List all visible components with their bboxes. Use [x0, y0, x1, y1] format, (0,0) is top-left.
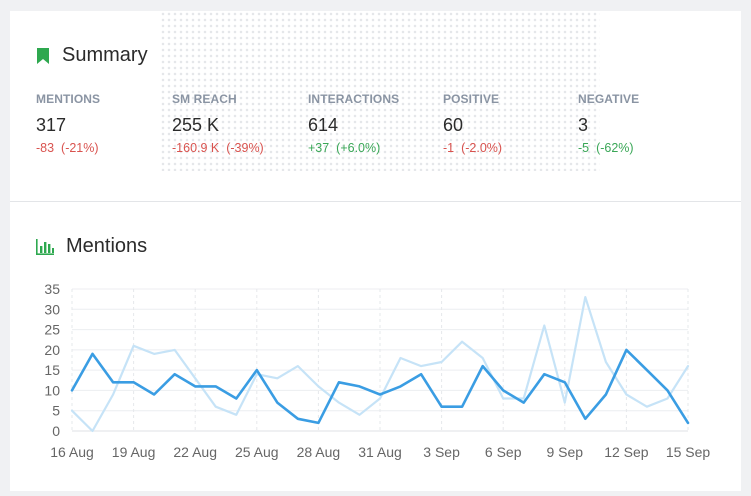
x-tick-label: 28 Aug	[297, 444, 341, 460]
metric-label: MENTIONS	[36, 92, 101, 106]
y-tick-label: 30	[44, 301, 60, 317]
dashboard-card: Summary MENTIONS 317 -83 (-21%) SM REACH…	[10, 11, 741, 491]
metric-delta: +37 (+6.0%)	[308, 141, 438, 155]
x-tick-label: 12 Sep	[604, 444, 649, 460]
y-tick-label: 20	[44, 342, 60, 358]
metric-label: NEGATIVE	[578, 92, 640, 106]
x-tick-label: 22 Aug	[173, 444, 217, 460]
y-tick-label: 15	[44, 362, 60, 378]
delta-abs: -160.9 K	[172, 141, 220, 155]
y-tick-label: 5	[52, 403, 60, 419]
y-tick-label: 10	[44, 382, 60, 398]
metric-value: 255 K	[172, 115, 220, 135]
series-line-current	[70, 348, 690, 425]
y-tick-label: 25	[44, 322, 60, 338]
metric-delta: -5 (-62%)	[578, 141, 708, 155]
delta-pct: (+6.0%)	[336, 141, 381, 155]
metric-mentions: MENTIONS 317 -83 (-21%)	[36, 92, 166, 155]
world-map-background	[160, 11, 600, 171]
metric-interactions: INTERACTIONS 614 +37 (+6.0%)	[308, 92, 438, 155]
mentions-section: Mentions 0 5 10 15 20 25 30 35 16 Aug 19 Aug 22 Au…	[10, 202, 741, 491]
metric-value: 317	[36, 115, 67, 135]
y-tick-label: 0	[52, 423, 60, 439]
summary-title: Summary	[62, 44, 148, 66]
delta-abs: -83	[36, 141, 55, 155]
bookmark-icon	[36, 47, 50, 64]
mentions-title: Mentions	[66, 235, 148, 257]
metric-label: INTERACTIONS	[308, 92, 400, 106]
metric-value: 3	[578, 115, 589, 135]
x-tick-label: 15 Sep	[666, 444, 711, 460]
metric-sm-reach: SM REACH 255 K -160.9 K (-39%)	[172, 92, 302, 155]
metric-label: SM REACH	[172, 92, 237, 106]
metric-value: 60	[443, 115, 464, 135]
mentions-chart: 0 5 10 15 20 25 30 35 16 Aug 19 Aug 22 Aug 25 Aug 28…	[44, 281, 711, 460]
metric-negative: NEGATIVE 3 -5 (-62%)	[578, 92, 708, 155]
metric-delta: -160.9 K (-39%)	[172, 141, 302, 155]
x-tick-label: 25 Aug	[235, 444, 279, 460]
x-tick-label: 31 Aug	[358, 444, 402, 460]
summary-section: Summary MENTIONS 317 -83 (-21%) SM REACH…	[10, 11, 741, 202]
y-tick-label: 35	[44, 281, 60, 297]
x-tick-label: 19 Aug	[112, 444, 156, 460]
delta-pct: (-21%)	[61, 141, 99, 155]
delta-abs: -5	[578, 141, 590, 155]
delta-pct: (-39%)	[226, 141, 264, 155]
summary-header: Summary	[36, 44, 148, 67]
x-tick-label: 6 Sep	[485, 444, 522, 460]
delta-pct: (-2.0%)	[461, 141, 503, 155]
x-tick-label: 3 Sep	[423, 444, 460, 460]
metric-label: POSITIVE	[443, 92, 500, 106]
metric-value: 614	[308, 115, 339, 135]
series-line-previous	[70, 295, 690, 433]
metric-delta: -1 (-2.0%)	[443, 141, 573, 155]
metric-delta: -83 (-21%)	[36, 141, 166, 155]
metric-positive: POSITIVE 60 -1 (-2.0%)	[443, 92, 573, 155]
x-tick-label: 16 Aug	[50, 444, 94, 460]
delta-abs: +37	[308, 141, 330, 155]
x-tick-label: 9 Sep	[547, 444, 584, 460]
mentions-header: Mentions	[36, 235, 147, 258]
delta-pct: (-62%)	[596, 141, 634, 155]
bar-chart-icon	[36, 238, 54, 255]
delta-abs: -1	[443, 141, 455, 155]
